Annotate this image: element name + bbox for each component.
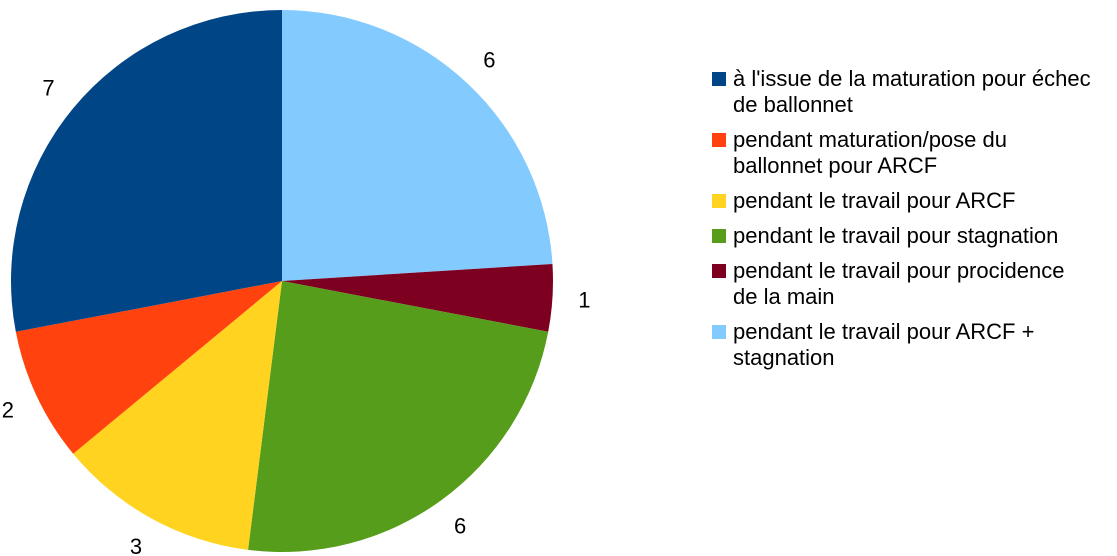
slice-value-label: 7 <box>42 75 54 100</box>
slice-value-label: 1 <box>578 288 590 313</box>
pie-slice <box>282 10 553 281</box>
legend-swatch <box>712 229 726 243</box>
pie-slice <box>73 281 282 550</box>
legend-swatch <box>712 194 726 208</box>
legend-item: pendant le travail pour ARCF + stagnatio… <box>712 319 1112 371</box>
legend-swatch <box>712 325 726 339</box>
legend-label: pendant le travail pour ARCF + stagnatio… <box>733 319 1035 370</box>
pie-slice <box>282 263 553 332</box>
legend-item: pendant le travail pour stagnation <box>712 223 1112 249</box>
legend-label: pendant le travail pour stagnation <box>733 223 1059 248</box>
slice-value-label: 2 <box>2 398 14 423</box>
legend: à l'issue de la maturation pour échec de… <box>712 66 1112 380</box>
legend-item: pendant le travail pour ARCF <box>712 188 1112 214</box>
legend-swatch <box>712 133 726 147</box>
slice-value-label: 3 <box>130 534 142 556</box>
legend-swatch <box>712 264 726 278</box>
legend-item: à l'issue de la maturation pour échec de… <box>712 66 1112 118</box>
pie-slice <box>248 281 549 553</box>
legend-label: à l'issue de la maturation pour échec de… <box>733 66 1091 117</box>
legend-label: pendant le travail pour ARCF <box>733 188 1016 213</box>
legend-label: pendant maturation/pose du ballonnet pou… <box>733 127 1007 178</box>
slice-value-label: 6 <box>454 514 466 539</box>
legend-label: pendant le travail pour procidence de la… <box>733 258 1065 309</box>
legend-item: pendant maturation/pose du ballonnet pou… <box>712 127 1112 179</box>
pie-slice <box>10 10 282 332</box>
pie-slice <box>15 281 283 454</box>
slice-value-label: 6 <box>483 48 495 73</box>
legend-swatch <box>712 72 726 86</box>
legend-item: pendant le travail pour procidence de la… <box>712 258 1112 310</box>
